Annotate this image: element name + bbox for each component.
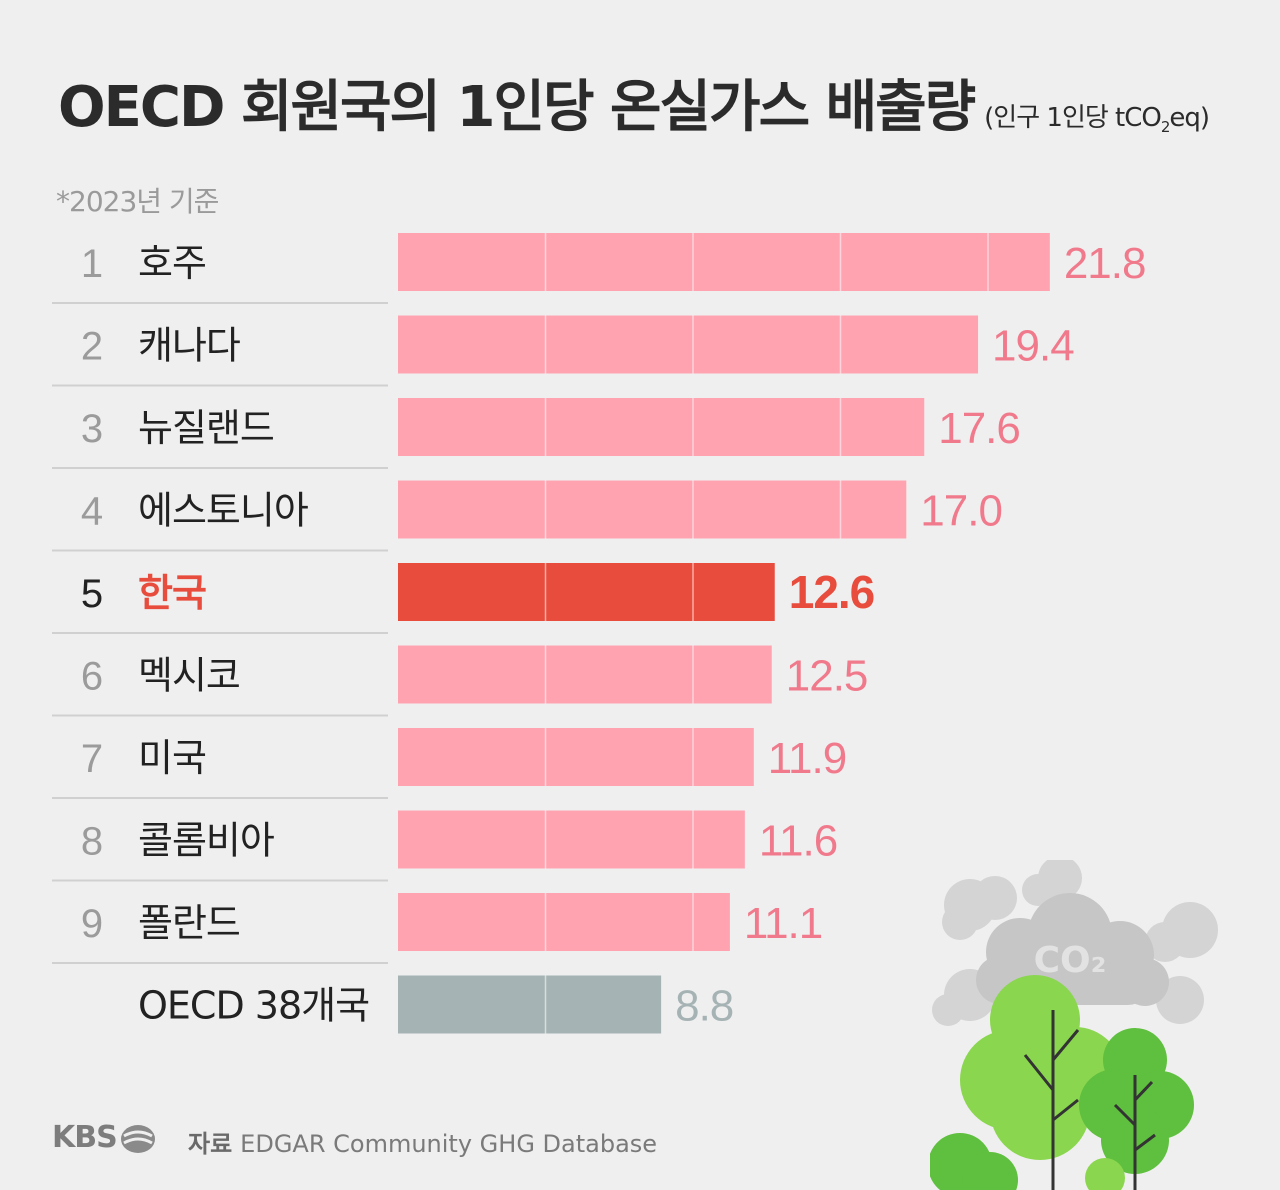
chart-title-block: OECD 회원국의 1인당 온실가스 배출량 (인구 1인당 tCO2eq) [58,62,1210,143]
unit-suffix: eq) [1169,103,1210,133]
value-label: 11.6 [759,817,837,866]
country-label: 멕시코 [138,654,240,698]
source-line: 자료 EDGAR Community GHG Database [188,1124,657,1159]
value-label: 11.1 [744,899,822,948]
value-label: 21.8 [1064,239,1146,288]
small-tree-icon [1079,1028,1194,1190]
country-label: 뉴질랜드 [138,406,274,450]
kbs-logo-icon [121,1125,155,1153]
rank-label: 5 [81,572,103,616]
value-label: 12.6 [789,566,875,618]
bar-6 [398,645,772,704]
rank-label: 4 [81,490,103,534]
country-label: 캐나다 [138,324,240,368]
rank-label: 8 [81,820,103,864]
country-label: 폴란드 [138,901,240,945]
bar-1 [398,233,1050,291]
source-label: 자료 [188,1130,233,1158]
co2-tree-illustration: CO₂ [930,860,1218,1190]
bar-5 [398,563,775,621]
rank-label: 3 [81,407,103,451]
value-label: 12.5 [786,652,868,701]
bar-4 [398,480,907,539]
value-label: 8.8 [675,982,733,1031]
country-label: 호주 [138,241,206,285]
value-label: 17.6 [938,404,1020,453]
bar-7 [398,728,754,786]
country-label: 에스토니아 [138,489,308,533]
value-label: 11.9 [768,734,846,783]
value-label: 19.4 [992,322,1074,371]
bar-10 [398,975,662,1034]
value-label: 17.0 [920,487,1002,536]
co2-label: CO₂ [1034,940,1107,981]
country-label: 미국 [138,736,206,780]
rank-label: 7 [81,737,103,781]
bar-2 [398,315,979,374]
country-label: 한국 [138,571,206,615]
country-label: 콜롬비아 [138,819,274,863]
bottom-bush-icon [930,1133,1125,1190]
brand-logo-text: KBS [52,1120,118,1155]
country-label: OECD 38개국 [138,984,369,1028]
co2-cloud-icon [976,893,1169,1006]
source-text: EDGAR Community GHG Database [240,1130,658,1158]
unit-label: (인구 1인당 tCO2eq) [984,103,1210,137]
unit-prefix: (인구 1인당 tCO [984,103,1162,133]
bar-8 [398,810,745,869]
chart-title: OECD 회원국의 1인당 온실가스 배출량 [58,75,976,140]
bar-3 [398,398,925,456]
rank-label: 1 [81,242,103,286]
base-year-note: *2023년 기준 [56,185,219,218]
bar-9 [398,893,730,951]
rank-label: 2 [81,325,103,369]
rank-label: 9 [81,902,103,946]
unit-subscript: 2 [1160,118,1170,137]
rank-label: 6 [81,655,103,699]
